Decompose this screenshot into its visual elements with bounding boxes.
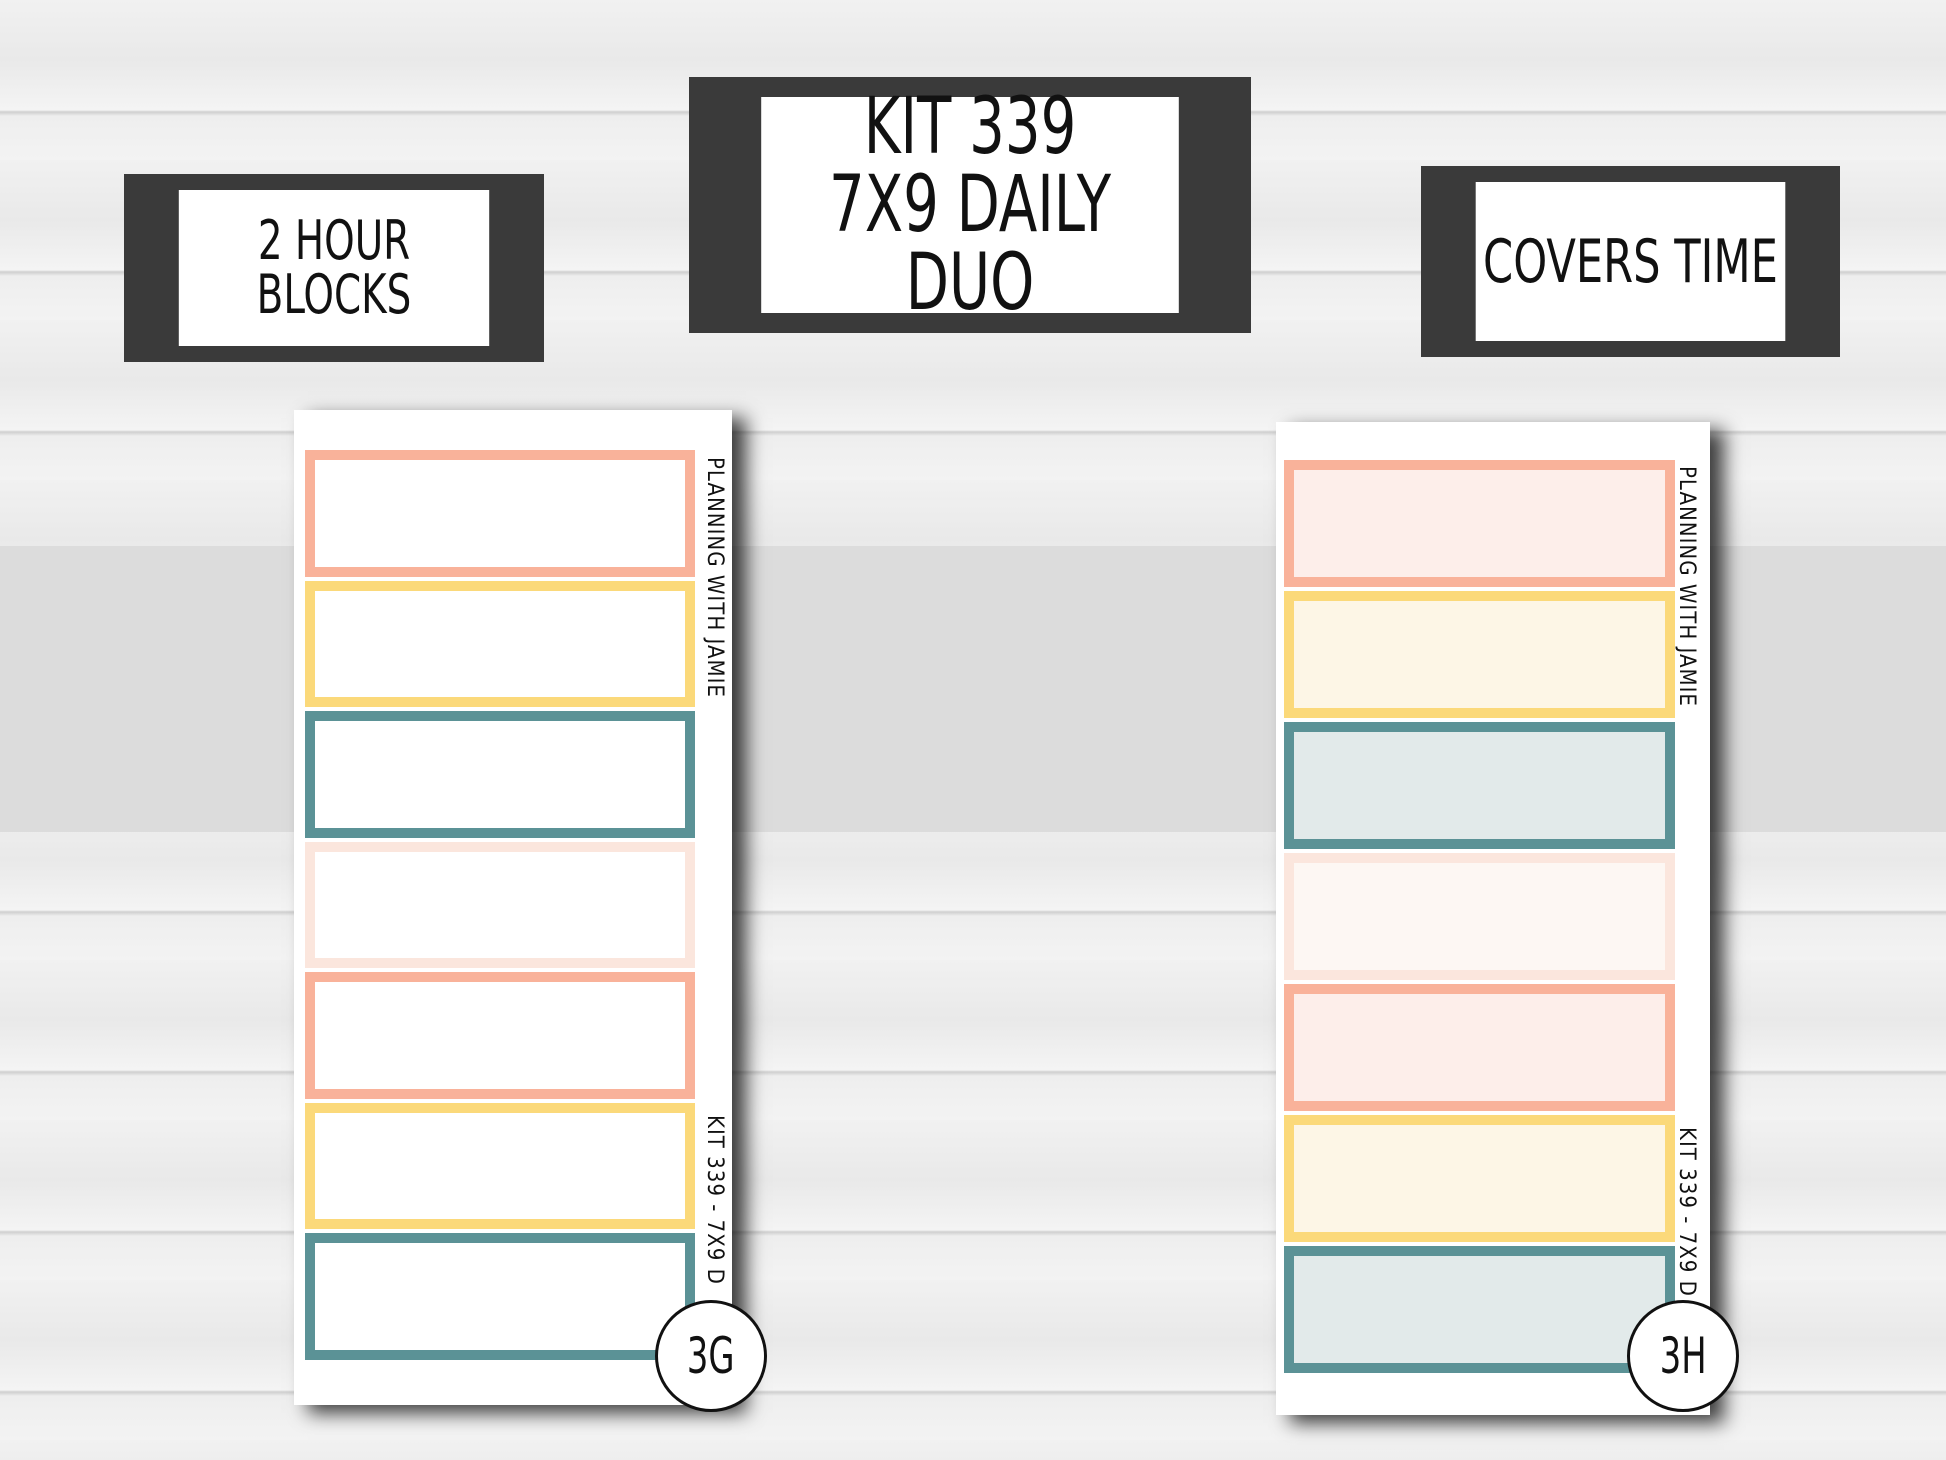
label-2-hour-blocks: 2 HOUR BLOCKS bbox=[124, 174, 544, 362]
sheet-code: 3G bbox=[687, 1327, 735, 1385]
sheet-code: 3H bbox=[1659, 1327, 1707, 1385]
label-line: KIT 339 bbox=[863, 82, 1077, 172]
sticker-box bbox=[305, 711, 695, 838]
label-line: COVERS TIME bbox=[1483, 226, 1778, 297]
sheet-code-badge: 3H bbox=[1627, 1300, 1739, 1412]
label-covers-time: COVERS TIME bbox=[1421, 166, 1840, 357]
kit-text: KIT 339 - 7X9 D bbox=[1674, 1127, 1699, 1297]
sticker-box bbox=[305, 450, 695, 577]
brand-text: PLANNING WITH JAMIE bbox=[1674, 466, 1699, 707]
sticker-box bbox=[305, 1233, 695, 1360]
sticker-box bbox=[1284, 984, 1675, 1111]
label-line: BLOCKS bbox=[256, 263, 412, 326]
sticker-box bbox=[1284, 722, 1675, 849]
sticker-box bbox=[305, 1102, 695, 1229]
sticker-box bbox=[1284, 591, 1675, 718]
sticker-box bbox=[305, 972, 695, 1099]
sheet-code-badge: 3G bbox=[655, 1300, 767, 1412]
label-line: 7X9 DAILY DUO bbox=[828, 160, 1112, 328]
sticker-box bbox=[1284, 1115, 1675, 1242]
brand-text: PLANNING WITH JAMIE bbox=[702, 457, 727, 698]
sticker-box bbox=[1284, 1246, 1675, 1373]
label-kit-title: KIT 339 7X9 DAILY DUO bbox=[689, 77, 1251, 333]
label-line: 2 HOUR bbox=[257, 209, 411, 272]
sticker-box bbox=[1284, 853, 1675, 980]
sticker-box bbox=[305, 841, 695, 968]
sticker-sheet-3h: PLANNING WITH JAMIE KIT 339 - 7X9 D 3H bbox=[1276, 422, 1739, 1415]
kit-text: KIT 339 - 7X9 D bbox=[702, 1115, 727, 1285]
sticker-box bbox=[305, 580, 695, 707]
sticker-box bbox=[1284, 460, 1675, 587]
sticker-sheet-3g: PLANNING WITH JAMIE KIT 339 - 7X9 D 3G bbox=[294, 410, 767, 1412]
